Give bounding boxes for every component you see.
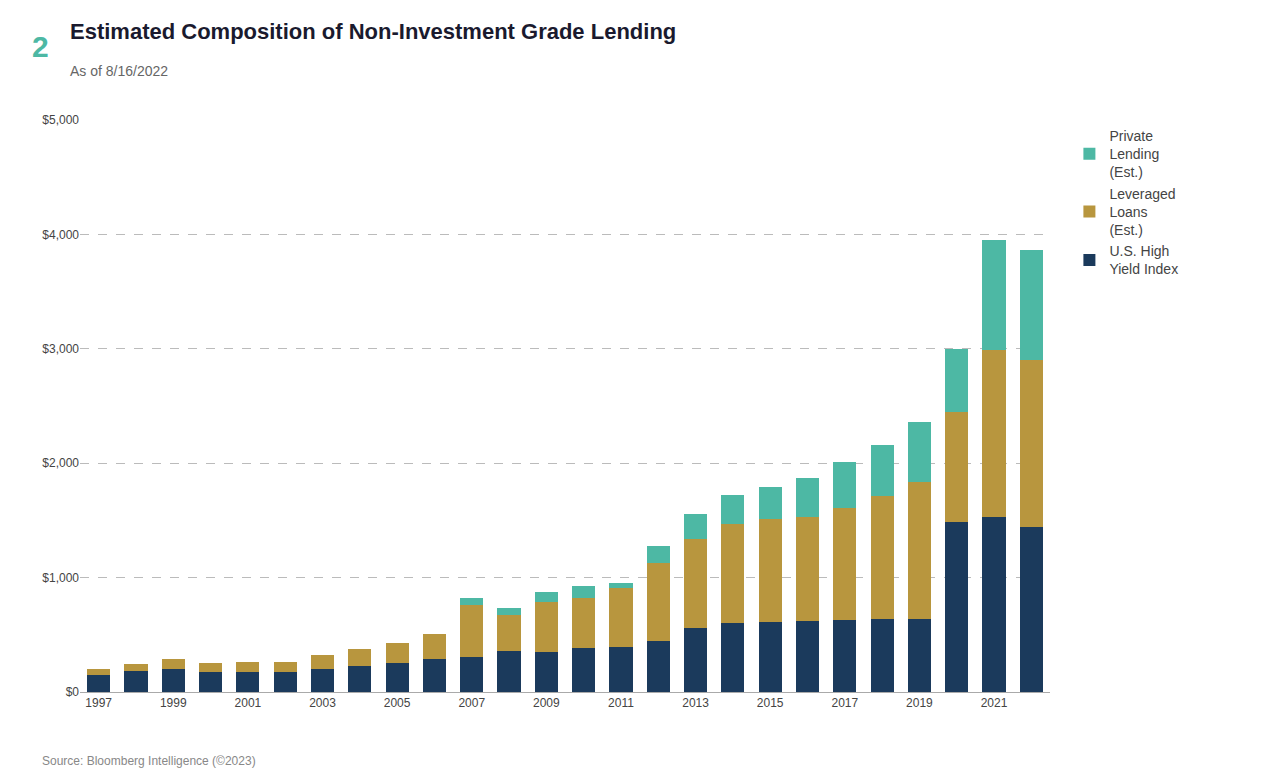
svg-text:2021: 2021 — [981, 696, 1008, 710]
svg-text:Estimated Composition of Non-I: Estimated Composition of Non-Investment … — [70, 19, 676, 44]
svg-text:Source: Bloomberg Intelligence: Source: Bloomberg Intelligence (©2023) — [42, 754, 256, 768]
svg-text:As of 8/16/2022: As of 8/16/2022 — [70, 63, 168, 79]
svg-text:$4,000: $4,000 — [42, 228, 79, 242]
svg-text:PrivateLending(Est.): PrivateLending(Est.) — [1109, 128, 1159, 180]
svg-text:2001: 2001 — [235, 696, 262, 710]
svg-text:2013: 2013 — [682, 696, 709, 710]
svg-text:$1,000: $1,000 — [42, 571, 79, 585]
svg-text:2009: 2009 — [533, 696, 560, 710]
svg-text:LeveragedLoans(Est.): LeveragedLoans(Est.) — [1109, 186, 1175, 238]
svg-text:2019: 2019 — [906, 696, 933, 710]
svg-text:U.S. HighYield Index: U.S. HighYield Index — [1109, 243, 1178, 277]
svg-text:$5,000: $5,000 — [42, 113, 79, 127]
svg-text:1999: 1999 — [160, 696, 187, 710]
svg-text:2: 2 — [32, 30, 49, 63]
svg-text:2005: 2005 — [384, 696, 411, 710]
svg-text:$3,000: $3,000 — [42, 342, 79, 356]
svg-text:$0: $0 — [66, 685, 80, 699]
svg-text:2007: 2007 — [458, 696, 485, 710]
svg-text:2015: 2015 — [757, 696, 784, 710]
svg-text:2003: 2003 — [309, 696, 336, 710]
svg-text:2017: 2017 — [831, 696, 858, 710]
svg-text:$2,000: $2,000 — [42, 456, 79, 470]
svg-text:1997: 1997 — [85, 696, 112, 710]
svg-text:2011: 2011 — [608, 696, 634, 710]
